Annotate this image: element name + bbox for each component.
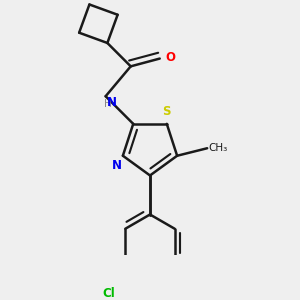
Text: H: H	[104, 98, 112, 109]
Text: O: O	[165, 52, 175, 64]
Text: Cl: Cl	[102, 287, 115, 300]
Text: N: N	[106, 95, 116, 109]
Text: S: S	[163, 105, 171, 119]
Text: N: N	[112, 159, 122, 172]
Text: CH₃: CH₃	[209, 142, 228, 153]
